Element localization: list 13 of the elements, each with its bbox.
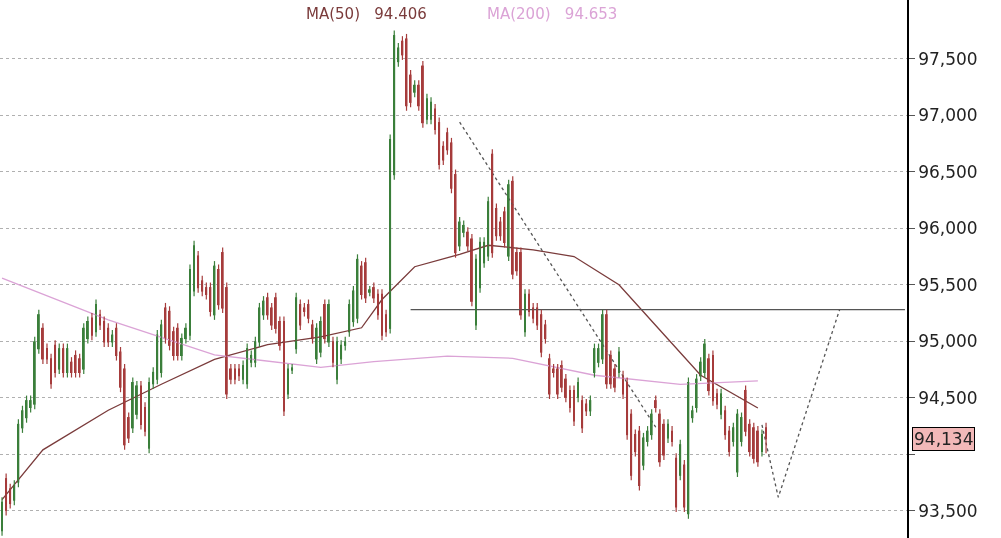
y-tick-label: 96,500 xyxy=(918,161,978,182)
text: MA(200) 94.653 xyxy=(487,5,618,23)
y-tick-label: 97,000 xyxy=(918,105,978,126)
text: MA(50) 94.406 xyxy=(306,5,427,23)
y-tick-label: 93,500 xyxy=(918,500,978,521)
y-tick-label: 96,000 xyxy=(918,218,978,239)
y-tick-label: 97,500 xyxy=(918,48,978,69)
y-tick-label: 95,000 xyxy=(918,331,978,352)
text: 94,134 xyxy=(914,429,974,449)
line-series xyxy=(1,277,759,385)
line-series xyxy=(1,244,759,501)
y-tick-label: 94,500 xyxy=(918,387,978,408)
y-tick-label: 95,500 xyxy=(918,274,978,295)
